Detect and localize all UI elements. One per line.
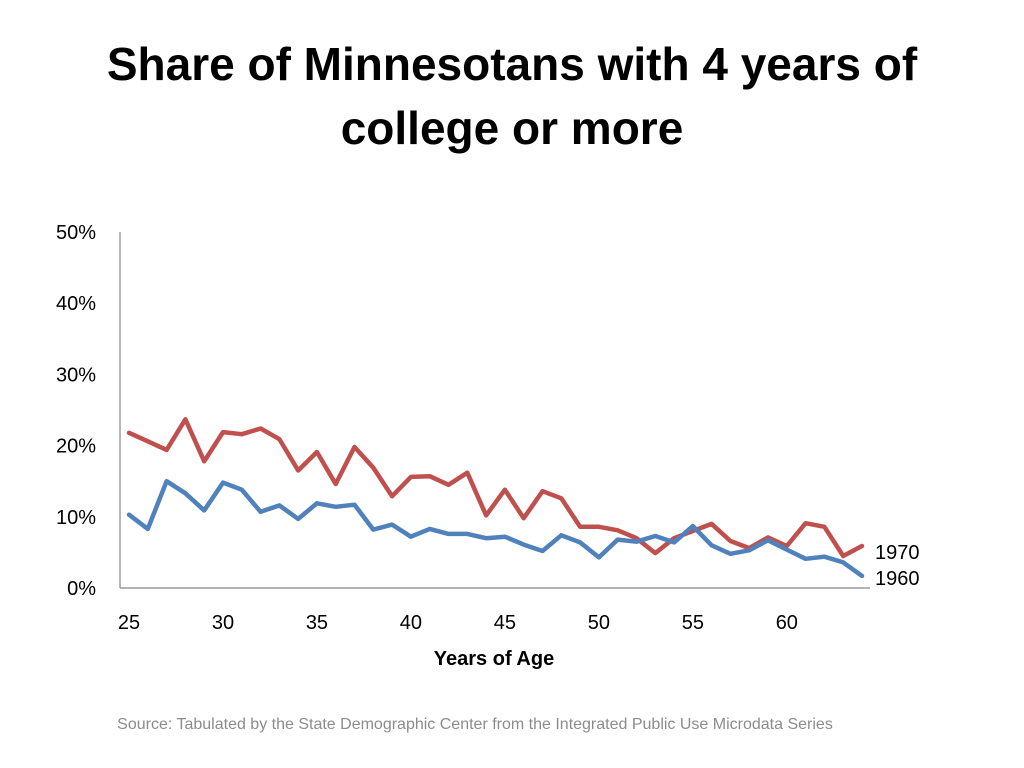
x-tick-label: 45 (494, 612, 516, 634)
series-label-1960: 1960 (875, 568, 920, 590)
y-tick-label: 0% (67, 578, 96, 600)
chart-title: Share of Minnesotans with 4 years of col… (106, 38, 918, 154)
series-line-1970 (126, 417, 865, 559)
series-labels: 1970 1960 (875, 542, 920, 590)
y-tick-label: 30% (56, 364, 96, 386)
series-label-1970: 1970 (875, 542, 920, 564)
x-tick-label: 60 (776, 612, 798, 634)
x-tick-label: 40 (400, 612, 422, 634)
x-axis-title: Years of Age (434, 648, 554, 670)
line-chart: 0%10%20%30%40%50% 25 30 35 40 45 50 55 60 19701… (56, 222, 920, 670)
series-line-1960 (126, 478, 865, 579)
x-tick-label: 55 (682, 612, 704, 634)
source-note: Source: Tabulated by the State Demograph… (117, 716, 833, 733)
y-tick-label: 20% (56, 436, 96, 458)
y-tick-label: 40% (56, 293, 96, 315)
chart-axes (119, 232, 870, 589)
y-tick-label: 10% (56, 507, 96, 529)
x-tick-label: 30 (212, 612, 234, 634)
y-axis-ticks: 0% 10% 20% 30% 40% 50% (56, 222, 96, 600)
x-tick-label: 35 (306, 612, 328, 634)
y-tick-label: 50% (56, 222, 96, 244)
x-tick-label: 50 (588, 612, 610, 634)
x-tick-label: 25 (118, 612, 140, 634)
x-axis-ticks: 25 30 35 40 45 50 55 60 (118, 612, 798, 634)
series-lines (126, 417, 865, 579)
